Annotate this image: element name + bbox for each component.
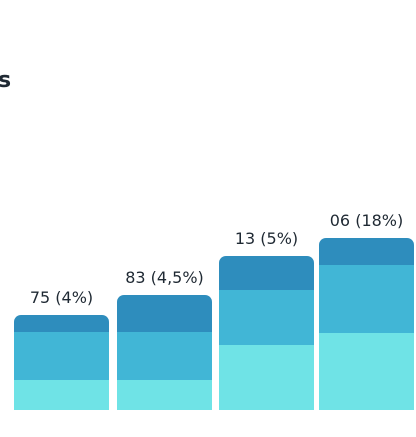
bar-1-segment-1 <box>14 380 109 410</box>
bar-group-3 <box>219 256 314 410</box>
bar-3-segment-3 <box>219 256 314 290</box>
bar-group-1 <box>14 315 109 410</box>
bar-label-4: 06 (18%) <box>330 211 404 230</box>
bar-2-segment-2 <box>117 332 212 380</box>
bar-3-segment-2 <box>219 290 314 345</box>
bar-group-4 <box>319 238 414 410</box>
bar-1-segment-2 <box>14 332 109 380</box>
bar-2-segment-3 <box>117 295 212 332</box>
bar-3-segment-1 <box>219 345 314 410</box>
bar-1-segment-3 <box>14 315 109 332</box>
bar-label-3: 13 (5%) <box>235 229 298 248</box>
chart-title-fragment: s <box>0 68 12 93</box>
bar-label-1: 75 (4%) <box>30 288 93 307</box>
bar-4-segment-1 <box>319 333 414 410</box>
bar-4-segment-3 <box>319 238 414 265</box>
bar-2-segment-1 <box>117 380 212 410</box>
bar-group-2 <box>117 295 212 410</box>
bar-label-2: 83 (4,5%) <box>125 268 204 287</box>
bar-4-segment-2 <box>319 265 414 333</box>
